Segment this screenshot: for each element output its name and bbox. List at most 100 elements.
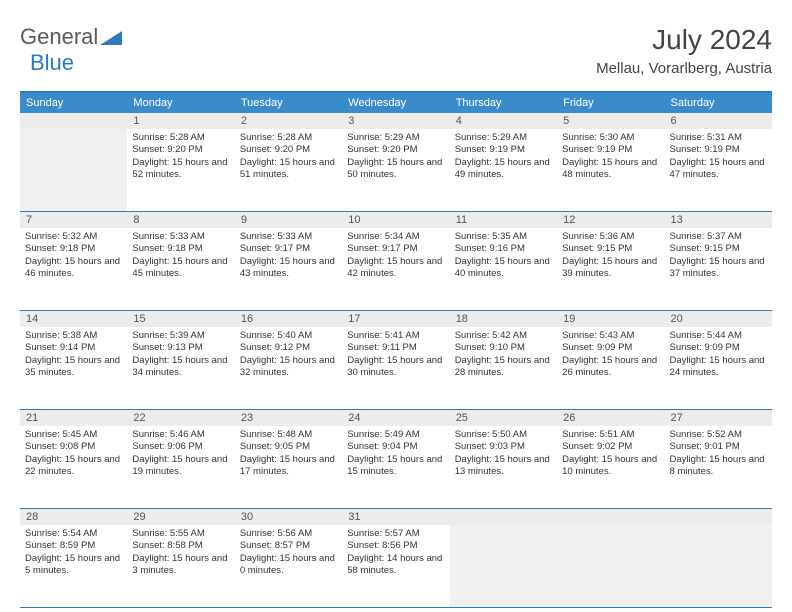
- day-cell: Sunrise: 5:45 AMSunset: 9:08 PMDaylight:…: [20, 426, 127, 508]
- title-block: July 2024 Mellau, Vorarlberg, Austria: [596, 24, 772, 77]
- day-number: 29: [127, 509, 234, 525]
- day-number: 18: [450, 311, 557, 327]
- sunset-line: Sunset: 9:15 PM: [670, 243, 767, 255]
- day-number: 15: [127, 311, 234, 327]
- week-row: Sunrise: 5:38 AMSunset: 9:14 PMDaylight:…: [20, 327, 772, 410]
- day-number-row: 78910111213: [20, 212, 772, 228]
- day-cell: Sunrise: 5:30 AMSunset: 9:19 PMDaylight:…: [557, 129, 664, 211]
- day-number: 31: [342, 509, 449, 525]
- week-row: Sunrise: 5:32 AMSunset: 9:18 PMDaylight:…: [20, 228, 772, 311]
- day-cell: [450, 525, 557, 607]
- daylight-line: Daylight: 14 hours and 58 minutes.: [347, 553, 444, 578]
- sunrise-line: Sunrise: 5:41 AM: [347, 330, 444, 342]
- day-cell: Sunrise: 5:43 AMSunset: 9:09 PMDaylight:…: [557, 327, 664, 409]
- location: Mellau, Vorarlberg, Austria: [596, 60, 772, 77]
- sunrise-line: Sunrise: 5:31 AM: [670, 132, 767, 144]
- day-number: 25: [450, 410, 557, 426]
- day-cell: Sunrise: 5:33 AMSunset: 9:17 PMDaylight:…: [235, 228, 342, 310]
- day-number: [665, 509, 772, 525]
- day-cell: Sunrise: 5:37 AMSunset: 9:15 PMDaylight:…: [665, 228, 772, 310]
- month-title: July 2024: [596, 24, 772, 56]
- sunset-line: Sunset: 9:13 PM: [132, 342, 229, 354]
- day-number-row: 123456: [20, 113, 772, 129]
- day-cell: Sunrise: 5:48 AMSunset: 9:05 PMDaylight:…: [235, 426, 342, 508]
- day-cell: Sunrise: 5:42 AMSunset: 9:10 PMDaylight:…: [450, 327, 557, 409]
- day-number-row: 28293031: [20, 509, 772, 525]
- day-label: Friday: [557, 93, 664, 113]
- day-number: 11: [450, 212, 557, 228]
- day-number: 22: [127, 410, 234, 426]
- sunrise-line: Sunrise: 5:40 AM: [240, 330, 337, 342]
- day-cell: [557, 525, 664, 607]
- day-label: Thursday: [450, 93, 557, 113]
- day-cell: Sunrise: 5:41 AMSunset: 9:11 PMDaylight:…: [342, 327, 449, 409]
- calendar: Sunday Monday Tuesday Wednesday Thursday…: [20, 91, 772, 608]
- sunset-line: Sunset: 8:58 PM: [132, 540, 229, 552]
- sunrise-line: Sunrise: 5:32 AM: [25, 231, 122, 243]
- day-number: 27: [665, 410, 772, 426]
- day-cell: Sunrise: 5:29 AMSunset: 9:19 PMDaylight:…: [450, 129, 557, 211]
- sunrise-line: Sunrise: 5:46 AM: [132, 429, 229, 441]
- day-cell: Sunrise: 5:46 AMSunset: 9:06 PMDaylight:…: [127, 426, 234, 508]
- sunset-line: Sunset: 9:11 PM: [347, 342, 444, 354]
- sunrise-line: Sunrise: 5:37 AM: [670, 231, 767, 243]
- logo: General: [20, 24, 122, 50]
- sunrise-line: Sunrise: 5:38 AM: [25, 330, 122, 342]
- day-cell: Sunrise: 5:55 AMSunset: 8:58 PMDaylight:…: [127, 525, 234, 607]
- day-number: 13: [665, 212, 772, 228]
- sunrise-line: Sunrise: 5:50 AM: [455, 429, 552, 441]
- sunrise-line: Sunrise: 5:35 AM: [455, 231, 552, 243]
- day-cell: Sunrise: 5:36 AMSunset: 9:15 PMDaylight:…: [557, 228, 664, 310]
- sunrise-line: Sunrise: 5:56 AM: [240, 528, 337, 540]
- day-number: 16: [235, 311, 342, 327]
- sunrise-line: Sunrise: 5:42 AM: [455, 330, 552, 342]
- day-number: 26: [557, 410, 664, 426]
- daylight-line: Daylight: 15 hours and 5 minutes.: [25, 553, 122, 578]
- daylight-line: Daylight: 15 hours and 40 minutes.: [455, 256, 552, 281]
- daylight-line: Daylight: 15 hours and 32 minutes.: [240, 355, 337, 380]
- sunrise-line: Sunrise: 5:55 AM: [132, 528, 229, 540]
- daylight-line: Daylight: 15 hours and 0 minutes.: [240, 553, 337, 578]
- sunrise-line: Sunrise: 5:43 AM: [562, 330, 659, 342]
- sunset-line: Sunset: 8:57 PM: [240, 540, 337, 552]
- day-cell: Sunrise: 5:31 AMSunset: 9:19 PMDaylight:…: [665, 129, 772, 211]
- sunset-line: Sunset: 9:10 PM: [455, 342, 552, 354]
- sunrise-line: Sunrise: 5:39 AM: [132, 330, 229, 342]
- sunrise-line: Sunrise: 5:29 AM: [455, 132, 552, 144]
- sunset-line: Sunset: 9:19 PM: [670, 144, 767, 156]
- day-number: 21: [20, 410, 127, 426]
- day-number: 10: [342, 212, 449, 228]
- day-cell: Sunrise: 5:28 AMSunset: 9:20 PMDaylight:…: [235, 129, 342, 211]
- sunrise-line: Sunrise: 5:48 AM: [240, 429, 337, 441]
- sunset-line: Sunset: 9:08 PM: [25, 441, 122, 453]
- day-cell: Sunrise: 5:35 AMSunset: 9:16 PMDaylight:…: [450, 228, 557, 310]
- day-number-row: 14151617181920: [20, 311, 772, 327]
- sunrise-line: Sunrise: 5:49 AM: [347, 429, 444, 441]
- week-row: Sunrise: 5:45 AMSunset: 9:08 PMDaylight:…: [20, 426, 772, 509]
- day-cell: Sunrise: 5:40 AMSunset: 9:12 PMDaylight:…: [235, 327, 342, 409]
- daylight-line: Daylight: 15 hours and 42 minutes.: [347, 256, 444, 281]
- sunset-line: Sunset: 9:04 PM: [347, 441, 444, 453]
- daylight-line: Daylight: 15 hours and 37 minutes.: [670, 256, 767, 281]
- sunset-line: Sunset: 9:18 PM: [25, 243, 122, 255]
- day-number-row: 21222324252627: [20, 410, 772, 426]
- daylight-line: Daylight: 15 hours and 46 minutes.: [25, 256, 122, 281]
- daylight-line: Daylight: 15 hours and 34 minutes.: [132, 355, 229, 380]
- day-cell: Sunrise: 5:32 AMSunset: 9:18 PMDaylight:…: [20, 228, 127, 310]
- sunset-line: Sunset: 9:06 PM: [132, 441, 229, 453]
- day-cell: Sunrise: 5:49 AMSunset: 9:04 PMDaylight:…: [342, 426, 449, 508]
- day-number: 7: [20, 212, 127, 228]
- day-cell: Sunrise: 5:34 AMSunset: 9:17 PMDaylight:…: [342, 228, 449, 310]
- daylight-line: Daylight: 15 hours and 10 minutes.: [562, 454, 659, 479]
- day-label: Monday: [127, 93, 234, 113]
- sunset-line: Sunset: 9:17 PM: [347, 243, 444, 255]
- sunrise-line: Sunrise: 5:54 AM: [25, 528, 122, 540]
- week-row: Sunrise: 5:28 AMSunset: 9:20 PMDaylight:…: [20, 129, 772, 212]
- sunrise-line: Sunrise: 5:30 AM: [562, 132, 659, 144]
- day-cell: Sunrise: 5:50 AMSunset: 9:03 PMDaylight:…: [450, 426, 557, 508]
- day-cell: Sunrise: 5:44 AMSunset: 9:09 PMDaylight:…: [665, 327, 772, 409]
- sunset-line: Sunset: 8:59 PM: [25, 540, 122, 552]
- day-number: 19: [557, 311, 664, 327]
- day-cell: Sunrise: 5:52 AMSunset: 9:01 PMDaylight:…: [665, 426, 772, 508]
- sunrise-line: Sunrise: 5:36 AM: [562, 231, 659, 243]
